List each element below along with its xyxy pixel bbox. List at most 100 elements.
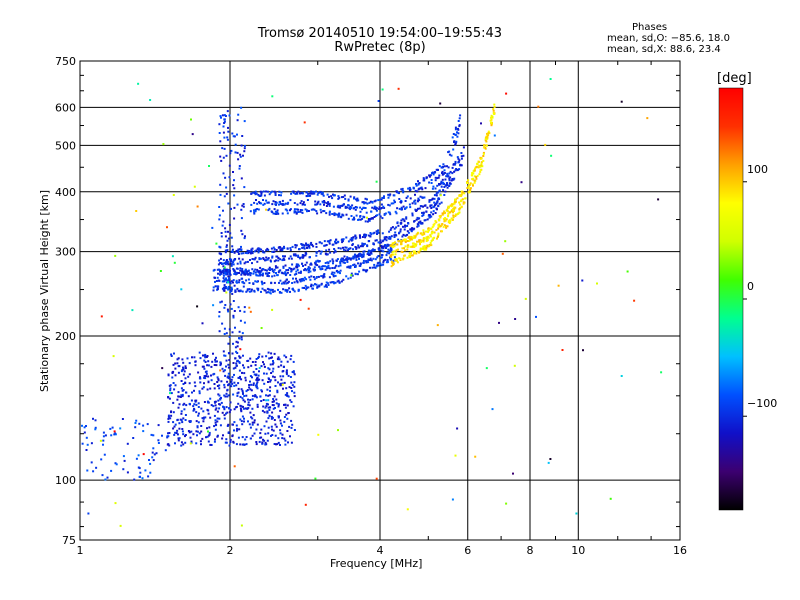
data-point [227,342,230,345]
data-point [279,279,282,282]
data-point [207,412,210,415]
data-point [271,363,274,366]
data-point [314,477,317,480]
grid-lines [80,61,680,540]
data-point [135,419,138,422]
data-point [184,367,187,370]
data-point [242,205,245,208]
data-point [370,210,373,213]
data-point [320,242,323,245]
data-point [483,146,486,149]
data-point [358,257,360,260]
data-point [274,434,277,437]
data-point [169,417,172,420]
data-point [103,453,106,456]
data-point [456,427,459,430]
data-point [228,279,230,282]
data-point [331,271,334,274]
data-point [441,172,443,174]
data-point [282,288,285,291]
data-point [262,203,265,206]
data-point [249,411,252,414]
data-point [126,442,129,445]
data-point [480,157,483,160]
data-point [149,471,152,474]
data-point [277,441,280,444]
data-point [306,286,308,289]
data-point [214,358,217,361]
data-point [229,438,232,441]
data-point [413,200,416,203]
data-point [314,203,317,206]
data-point [215,407,218,410]
data-point [321,268,324,270]
data-point [292,253,295,256]
data-point [277,403,280,406]
data-point [362,255,365,258]
data-point [430,179,433,181]
data-point [425,246,428,249]
data-point [316,286,319,288]
data-point [337,197,340,200]
data-point [277,381,279,384]
data-point [351,257,354,260]
data-point [196,430,199,433]
data-point [236,427,238,430]
data-point [233,429,235,432]
data-point [233,217,236,220]
data-point [266,287,269,290]
data-point [223,114,226,117]
data-point [398,231,401,234]
data-point [255,249,258,252]
data-point [360,253,363,256]
data-point [354,208,357,211]
data-point [182,368,185,371]
data-point [258,378,261,381]
data-point [176,419,179,422]
data-point [291,423,294,426]
data-point [347,249,349,252]
data-point [240,229,243,232]
data-point [435,194,438,197]
data-point [301,279,304,282]
data-point [243,420,245,423]
data-point [464,197,467,200]
data-point [246,288,249,291]
data-point [351,218,354,221]
data-point [293,267,296,270]
data-point [168,432,171,434]
data-point [415,243,418,246]
data-point [275,425,278,428]
data-point [327,264,330,267]
data-point [444,190,447,193]
data-point [182,383,185,385]
data-point [243,262,246,265]
data-point [214,360,217,363]
data-point [392,259,395,262]
data-point [216,417,219,420]
data-point [305,246,308,249]
data-point [219,424,222,427]
data-point [462,146,465,149]
data-point [320,191,323,194]
data-point [223,333,226,335]
data-point [366,253,369,256]
data-point [237,272,239,274]
data-point [262,361,264,364]
data-point [419,232,422,235]
data-point [471,183,474,186]
data-point [235,267,238,270]
data-point [217,399,220,402]
data-point [343,203,345,206]
data-point [241,290,244,293]
x-tick-label: 6 [464,544,471,557]
data-point [224,354,227,357]
data-point [479,168,482,171]
data-point [431,226,434,229]
data-point [113,430,116,433]
data-point [428,216,431,219]
data-point [219,115,222,118]
data-point [284,202,287,205]
data-point [418,187,421,190]
data-point [224,286,227,289]
